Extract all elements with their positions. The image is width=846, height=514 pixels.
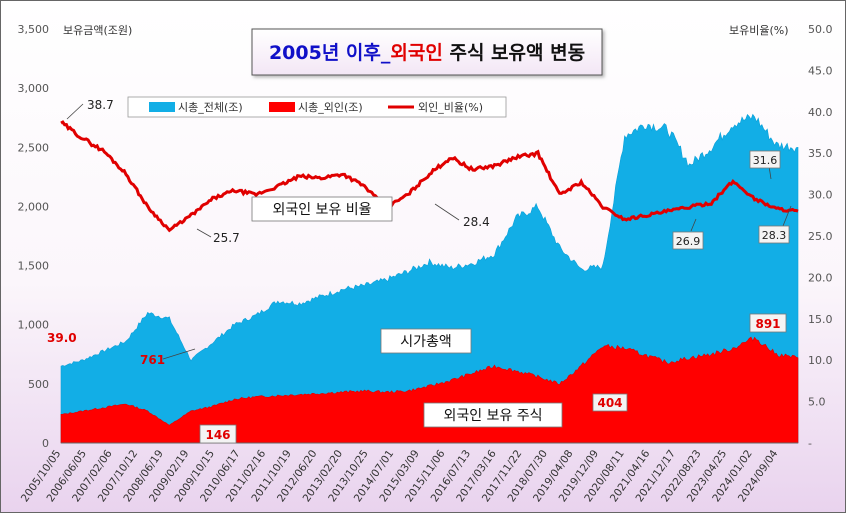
annotation-ratio-end-box: 28.3 [758,225,790,244]
annotation-ratio-2024: 31.6 [753,154,778,167]
leader-lines [66,103,792,360]
right-tick-label: 40.0 [808,106,833,119]
annotation-foreign-2009: 146 [205,428,230,442]
annotation-foreign-2024-box: 891 [749,313,787,333]
right-tick-label: 25.0 [808,230,833,243]
right-tick-label: 30.0 [808,189,833,202]
left-tick-label: 0 [42,437,49,450]
right-tick-label: 20.0 [808,271,833,284]
left-axis-ticks: 0 500 1,000 1,500 2,000 2,500 3,000 3,500 [18,23,50,450]
right-tick-label: - [808,437,812,450]
left-tick-label: 2,500 [18,141,50,154]
title-part3: 주식 보유액 변동 [443,42,585,64]
label-ratio-text: 외국인 보유 비율 [272,202,371,218]
annotation-ratio-start: 38.7 [87,98,114,112]
legend-label-ratio: 외인_비율(%) [418,101,483,114]
annotation-foreign-2020-box: 404 [592,393,628,412]
left-tick-label: 3,000 [18,82,50,95]
foreign-ratio-line [60,120,799,233]
annotation-foreign-2020: 404 [597,396,622,410]
label-total-text: 시가총액 [400,334,452,350]
right-tick-label: 35.0 [808,147,833,160]
legend-label-foreign: 시총_외인(조) [298,101,363,114]
legend-swatch-foreign [269,102,295,112]
right-tick-label: 45.0 [808,64,833,77]
label-foreign-text: 외국인 보유 주식 [443,408,542,424]
annotation-foreign-2024: 891 [755,317,780,331]
legend-swatch-total [149,102,175,112]
annotation-ratio-2024-box: 31.6 [749,150,781,169]
right-tick-label: 50.0 [808,23,833,36]
svg-text:2005년 이후_외국인 주식 보유액 변동: 2005년 이후_외국인 주식 보유액 변동 [269,42,585,64]
label-total-box: 시가총액 [380,328,472,354]
chart-title-box: 2005년 이후_외국인 주식 보유액 변동 [251,28,603,76]
annotation-foreign-2009-box: 146 [199,424,237,444]
label-foreign-box: 외국인 보유 주식 [423,402,563,428]
annotation-ratio-2015: 28.4 [463,215,490,229]
annotation-ratio-2022: 26.9 [676,235,701,248]
x-axis-ticks: 2005/10/052006/06/052007/02/062007/10/12… [19,448,781,505]
right-axis-ticks: - 5.0 10.0 15.0 20.0 25.0 30.0 35.0 40.0 45.0 50.0 [808,23,833,450]
plot-area [60,113,799,444]
title-year: 2005년 [269,42,339,64]
left-tick-label: 1,500 [18,260,50,273]
annotation-foreign-2008: 761 [140,353,165,367]
title-part2: 외국인 [390,42,442,64]
legend: 시총_전체(조) 시총_외인(조) 외인_비율(%) [127,96,507,118]
left-tick-label: 3,500 [18,23,50,36]
label-ratio-box: 외국인 보유 비율 [251,196,393,222]
left-tick-label: 1,000 [18,319,50,332]
legend-label-total: 시총_전체(조) [178,101,243,114]
right-tick-label: 5.0 [808,396,826,409]
left-axis-title: 보유금액(조원) [63,24,132,37]
right-axis-title: 보유비율(%) [729,24,789,37]
title-part1: 이후_ [339,42,391,64]
right-tick-label: 15.0 [808,313,833,326]
annotation-ratio-end: 28.3 [762,229,787,242]
annotation-ratio-2009: 25.7 [213,231,240,245]
annotation-ratio-2022-box: 26.9 [672,231,704,250]
foreign-holdings-area [60,336,799,444]
right-tick-label: 10.0 [808,354,833,367]
left-tick-label: 2,000 [18,200,50,213]
left-tick-label: 500 [28,378,49,391]
annotation-foreign-start: 39.0 [47,331,77,345]
